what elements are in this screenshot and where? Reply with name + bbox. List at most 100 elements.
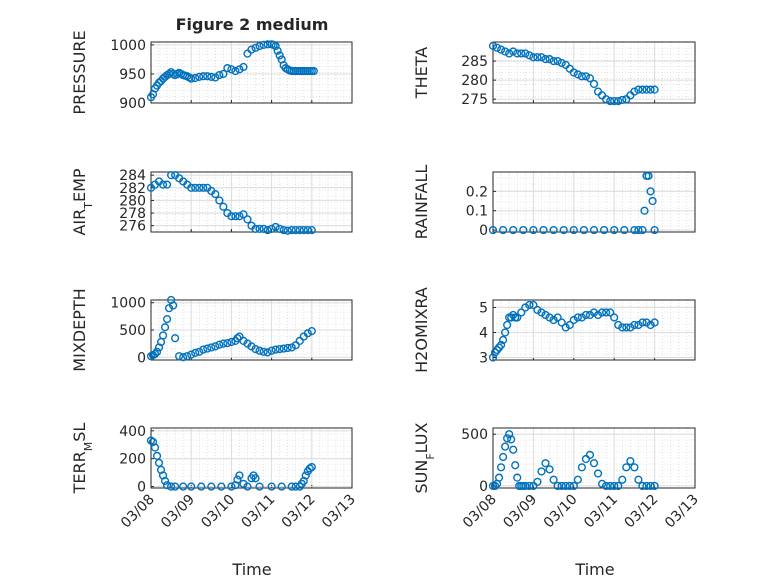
data-point <box>517 49 526 58</box>
data-point <box>525 481 534 491</box>
data-point <box>509 47 518 56</box>
data-point <box>553 56 562 66</box>
data-point <box>577 72 586 81</box>
x-tick-label: 03/13 <box>319 492 359 532</box>
data-point <box>537 467 546 476</box>
data-point <box>287 343 296 352</box>
data-point <box>521 481 530 491</box>
data-point <box>589 225 599 235</box>
x-tick-label: 03/10 <box>198 492 238 532</box>
data-point <box>521 49 530 58</box>
data-point <box>499 225 508 235</box>
data-point <box>599 225 609 235</box>
data-point <box>191 73 200 83</box>
data-point <box>642 318 651 327</box>
data-point <box>150 349 160 359</box>
data-point <box>573 475 582 484</box>
data-point <box>533 53 542 62</box>
series-terr_msl <box>146 436 316 491</box>
data-point <box>305 464 314 473</box>
y-tick-label: 950 <box>119 67 146 83</box>
data-point <box>509 225 518 235</box>
series-mixdepth <box>146 295 316 362</box>
data-point <box>259 224 268 233</box>
figure-title: Figure 2 medium <box>176 15 329 34</box>
data-point <box>638 85 647 94</box>
data-point <box>511 461 520 470</box>
data-point <box>239 210 248 219</box>
data-point <box>223 338 232 348</box>
data-point <box>283 226 292 235</box>
data-point <box>620 225 629 235</box>
data-point <box>235 65 244 74</box>
data-point <box>263 40 272 49</box>
y-tick-label: 900 <box>119 96 146 112</box>
data-point <box>494 473 504 482</box>
data-point <box>255 224 264 233</box>
data-point <box>640 206 649 215</box>
data-point <box>614 96 623 106</box>
data-point <box>167 171 176 180</box>
data-point <box>271 345 280 354</box>
data-point <box>525 51 534 60</box>
data-point <box>291 226 300 235</box>
data-point <box>275 51 284 60</box>
data-point <box>634 475 643 484</box>
data-point <box>223 64 232 73</box>
data-point <box>160 476 170 486</box>
data-point <box>505 430 514 439</box>
data-point <box>614 320 623 330</box>
data-point <box>235 332 244 341</box>
data-point <box>589 79 599 89</box>
y-tick-label: 280 <box>461 73 488 89</box>
data-point <box>549 56 558 66</box>
data-point <box>287 482 296 491</box>
data-point <box>505 49 514 58</box>
data-point <box>167 482 176 491</box>
data-point <box>610 96 619 106</box>
data-point <box>614 481 623 491</box>
data-point <box>501 328 510 337</box>
data-point <box>537 308 546 317</box>
data-point <box>503 320 512 330</box>
data-point <box>207 343 216 352</box>
data-point <box>541 310 550 320</box>
y-tick-label: 280 <box>119 193 146 209</box>
data-point <box>610 313 619 322</box>
series-air_temp <box>146 171 316 235</box>
data-point <box>533 305 542 315</box>
data-point <box>513 313 522 322</box>
data-point <box>630 87 639 96</box>
data-point <box>634 320 643 330</box>
data-point <box>227 482 236 491</box>
data-point <box>231 212 240 221</box>
x-tick-label: 03/11 <box>239 492 279 532</box>
y-tick-label: 0.1 <box>466 204 488 220</box>
data-point <box>553 481 562 491</box>
axes-box <box>150 427 353 489</box>
data-point <box>634 225 643 235</box>
y-axis-label: PRESSURE <box>70 30 89 114</box>
data-point <box>263 226 272 235</box>
data-point <box>307 226 316 235</box>
y-tick-label: 276 <box>119 219 146 235</box>
data-point <box>602 95 611 104</box>
data-point <box>215 340 224 349</box>
data-point <box>525 300 534 310</box>
data-point <box>610 225 619 235</box>
data-point <box>545 313 554 322</box>
data-point <box>309 66 318 76</box>
data-point <box>195 347 204 356</box>
x-tick-label: 03/10 <box>541 492 581 532</box>
y-axis-label: MIXDEPTH <box>70 288 89 371</box>
data-point <box>243 215 252 224</box>
data-point <box>549 315 558 325</box>
data-point <box>247 45 256 54</box>
x-tick-label: 03/09 <box>500 492 540 532</box>
data-point <box>569 481 578 491</box>
data-point <box>303 329 312 338</box>
data-point <box>215 196 224 205</box>
data-point <box>171 482 180 491</box>
data-point <box>255 482 264 491</box>
